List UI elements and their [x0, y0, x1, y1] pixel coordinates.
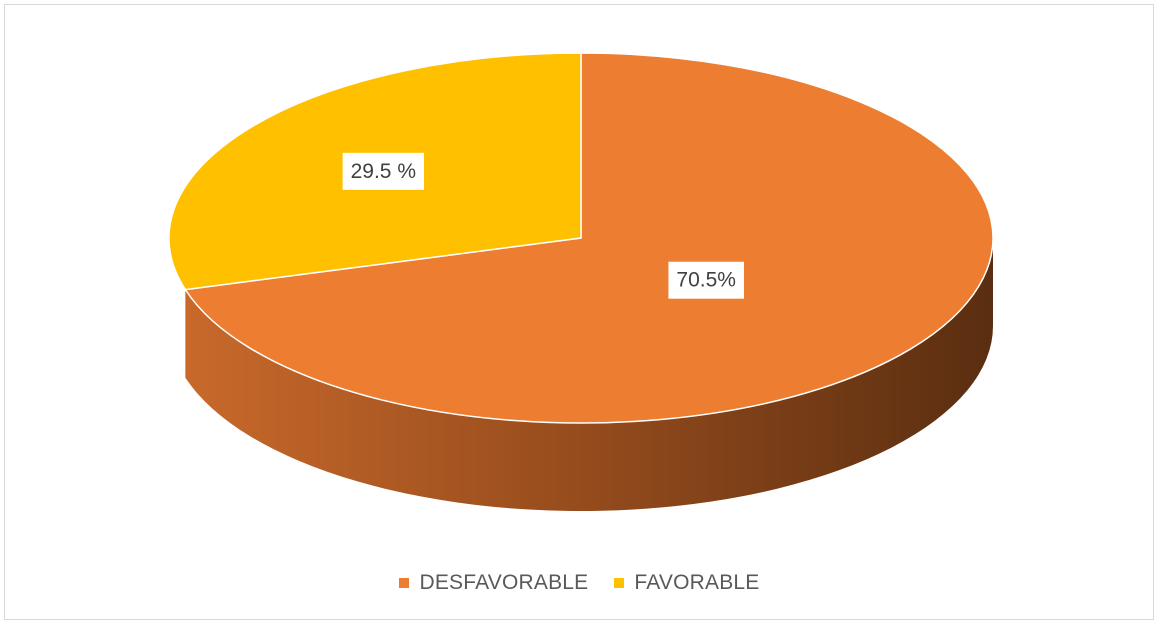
legend: DESFAVORABLE FAVORABLE [0, 566, 1159, 600]
legend-item-favorable: FAVORABLE [614, 571, 759, 595]
data-label-text-desfavorable: 70.5% [676, 269, 736, 292]
legend-label-favorable: FAVORABLE [634, 571, 760, 594]
legend-item-desfavorable: DESFAVORABLE [399, 571, 588, 595]
legend-label-desfavorable: DESFAVORABLE [419, 571, 589, 594]
pie-side-desfavorable [185, 238, 993, 511]
data-label-text-favorable: 29.5 % [351, 160, 416, 183]
legend-swatch-desfavorable [399, 578, 410, 588]
pie-slice-desfavorable [184, 52, 994, 424]
data-label-desfavorable: 70.5% [668, 261, 744, 299]
data-label-favorable: 29.5 % [342, 152, 425, 190]
legend-swatch-favorable [614, 578, 625, 588]
